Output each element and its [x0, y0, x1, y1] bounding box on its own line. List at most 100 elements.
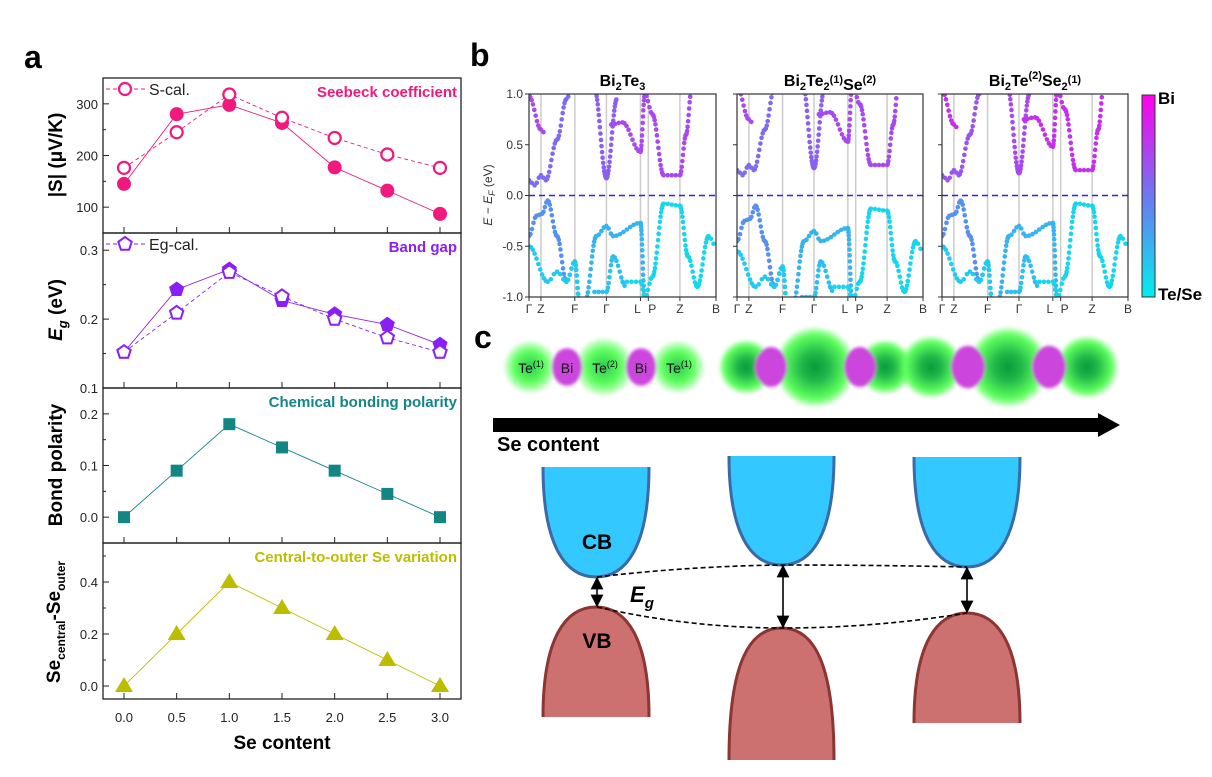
kpoint-label: L — [1047, 302, 1054, 316]
eg-g: g — [644, 595, 654, 612]
band-point — [1066, 127, 1072, 133]
band-point — [1120, 236, 1126, 241]
band-point — [847, 265, 853, 270]
x-tick-label: 2.0 — [326, 710, 344, 725]
band-point — [1020, 149, 1025, 154]
band-point — [889, 130, 894, 136]
band-point — [583, 300, 588, 305]
band-point — [665, 201, 671, 207]
band-point — [816, 268, 821, 273]
band-point — [1052, 115, 1058, 121]
band-point — [1021, 262, 1026, 268]
band-point — [1094, 135, 1099, 141]
y-tick-label: 0.0 — [80, 510, 98, 525]
band-point — [592, 289, 597, 295]
atom-label: Bi — [561, 360, 573, 376]
ylabel-g: g — [55, 320, 70, 329]
band-point — [1070, 157, 1076, 163]
atom-label: Bi — [635, 360, 647, 376]
band-point — [988, 291, 994, 297]
band-point — [1111, 268, 1116, 273]
ylabel-se: Se — [44, 660, 65, 683]
band-point — [585, 290, 591, 295]
band-point — [757, 218, 763, 223]
band-point — [624, 227, 630, 232]
title-part: Te — [806, 73, 824, 90]
band-point — [545, 174, 551, 179]
atom-symbol: Te — [592, 360, 607, 376]
band-point — [589, 260, 594, 265]
band-point — [1026, 94, 1032, 97]
band-point — [673, 172, 679, 178]
band-point — [1001, 266, 1006, 272]
band-point — [859, 274, 864, 280]
band-point — [1053, 103, 1059, 108]
title-part: 2 — [616, 81, 622, 93]
band-point — [1051, 228, 1057, 233]
band-point — [1057, 287, 1063, 293]
band-point — [1021, 131, 1027, 136]
band-point — [651, 269, 657, 275]
band-point — [1033, 229, 1039, 235]
band-point — [766, 258, 772, 264]
band-point — [944, 220, 949, 226]
band-point — [749, 214, 754, 220]
band-point — [981, 84, 986, 89]
band-point — [633, 279, 639, 285]
band-point — [847, 247, 852, 252]
band-point — [863, 242, 868, 248]
kpoint-label: Γ — [603, 302, 610, 316]
data-point — [434, 511, 446, 524]
band-point — [805, 114, 810, 120]
data-point — [170, 464, 183, 477]
band-point — [988, 285, 993, 291]
data-point — [221, 264, 238, 279]
band-point — [1028, 263, 1033, 269]
band-point — [532, 107, 537, 113]
band-point — [905, 278, 911, 284]
band-point — [1011, 138, 1017, 144]
band-point — [586, 285, 591, 290]
band-point — [655, 139, 660, 144]
plot-frame — [102, 77, 462, 234]
conduction-band — [729, 456, 834, 565]
band-point — [1065, 116, 1071, 122]
band-point — [897, 274, 903, 280]
band-point — [749, 119, 754, 125]
cbm-trend-line — [596, 564, 968, 578]
band-point — [1098, 107, 1104, 113]
panel-c: Te(1) Bi Te(2) Bi Te(1) Se content CB VB Eg — [493, 327, 1120, 761]
band-point — [681, 146, 686, 151]
band-point — [1055, 299, 1060, 304]
band-point — [1094, 231, 1099, 237]
panel-label-a: a — [24, 39, 42, 75]
band-point — [1019, 154, 1025, 160]
valence-band — [914, 613, 1020, 723]
band-point — [627, 224, 633, 230]
atom-symbol: Te — [518, 360, 533, 376]
band-point — [846, 241, 852, 247]
band-point — [997, 297, 1002, 302]
band-point — [617, 269, 622, 274]
band-point — [681, 140, 687, 146]
band-point — [980, 272, 985, 278]
band-point — [573, 267, 579, 273]
band-point — [1093, 225, 1099, 231]
band-point — [861, 261, 866, 266]
kpoint-label: Γ — [811, 302, 818, 316]
band-point — [756, 212, 761, 217]
band-point — [849, 297, 854, 302]
band-point — [862, 249, 868, 254]
band-point — [542, 204, 548, 210]
band-point — [987, 279, 993, 285]
band-point — [641, 102, 646, 108]
band-point — [1055, 298, 1060, 303]
band-point — [1110, 273, 1116, 279]
band-point — [970, 271, 976, 277]
band-point — [1012, 144, 1017, 150]
legend-label: S-cal. — [149, 82, 190, 99]
band-point — [847, 110, 853, 116]
band-point — [767, 106, 772, 112]
band-point — [703, 240, 709, 245]
